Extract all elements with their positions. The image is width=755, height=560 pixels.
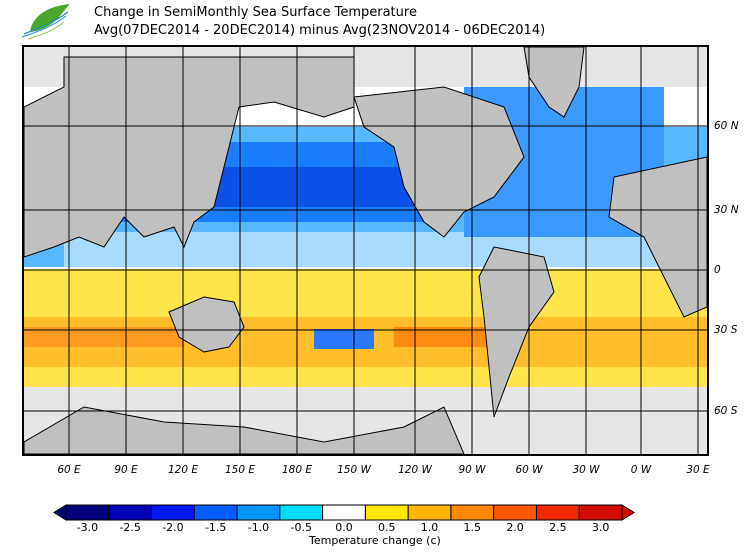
latitude-label: 60 N (714, 120, 739, 132)
colorbar-swatch (407, 504, 452, 521)
colorbar-swatch (450, 504, 495, 521)
longitude-label: 30 W (572, 464, 600, 476)
latitude-label: 0 (714, 264, 721, 276)
south-pacific-warming (394, 327, 514, 347)
colorbar-tick-label: 3.0 (591, 521, 610, 534)
graticule (24, 47, 707, 454)
longitude-label: 90 W (458, 464, 486, 476)
colorbar-swatch (151, 504, 195, 521)
colorbar-tick-label: -3.0 (76, 521, 99, 534)
colorbar-tick-label: -0.5 (290, 521, 312, 534)
north-pacific-strong-cooling (194, 167, 414, 207)
title-line-1: Change in SemiMonthly Sea Surface Temper… (94, 5, 417, 20)
chart-title: Change in SemiMonthly Sea Surface Temper… (94, 4, 545, 40)
colorbar-swatch (322, 504, 366, 521)
sst-change-map (22, 45, 709, 456)
colorbar-swatch (65, 504, 110, 521)
colorbar-swatch (364, 504, 409, 521)
colorbar-min-arrow (53, 504, 67, 521)
longitude-label: 60 E (57, 464, 81, 476)
latitude-label: 30 N (714, 204, 739, 216)
longitude-label: 60 W (515, 464, 543, 476)
colorbar-swatch (108, 504, 153, 521)
colorbar-tick-label: 2.5 (549, 521, 567, 534)
colorbar-tick-label: -1.5 (204, 521, 227, 534)
title-line-2: Avg(07DEC2014 - 20DEC2014) minus Avg(23N… (94, 23, 546, 38)
colorbar-swatch (578, 504, 623, 521)
south-pacific-cool-patch (314, 329, 374, 349)
colorbar-swatch (535, 504, 580, 521)
longitude-label: 30 E (686, 464, 710, 476)
latitude-label: 60 S (714, 405, 738, 417)
longitude-label: 120 W (398, 464, 432, 476)
colorbar-tick-label: 1.0 (420, 521, 439, 534)
colorbar-tick-label: 2.0 (506, 521, 524, 534)
colorbar-tick-label: -1.0 (247, 521, 270, 534)
longitude-label: 180 E (281, 464, 313, 476)
latitude-label: 30 S (714, 324, 738, 336)
longitude-label: 90 E (114, 464, 138, 476)
longitude-label: 150 W (337, 464, 371, 476)
north-america-landmass (353, 86, 525, 238)
leaf-logo-icon (21, 4, 70, 40)
colorbar-tick-label: 1.5 (463, 521, 482, 534)
longitude-label: 150 E (224, 464, 256, 476)
eurasia-landmass (24, 56, 355, 258)
longitude-label: 0 W (630, 464, 652, 476)
colorbar-max-arrow (621, 504, 635, 521)
colorbar-swatch (236, 504, 281, 521)
indian-ocean-warming (24, 327, 184, 347)
colorbar-swatch (193, 504, 238, 521)
longitude-label: 120 E (167, 464, 199, 476)
colorbar-tick-label: 0.0 (335, 521, 353, 534)
africa-europe-landmass (608, 156, 707, 318)
south-america-landmass (478, 246, 555, 418)
colorbar-swatch (493, 504, 537, 521)
colorbar-tick-label: -2.0 (162, 521, 184, 534)
colorbar-swatch (279, 504, 324, 521)
tropical-cool-band (64, 232, 704, 267)
colorbar-tick-label: 0.5 (378, 521, 396, 534)
colorbar-tick-label: -2.5 (119, 521, 141, 534)
colorbar-title: Temperature change (c) (309, 534, 441, 547)
map-canvas (24, 47, 707, 454)
